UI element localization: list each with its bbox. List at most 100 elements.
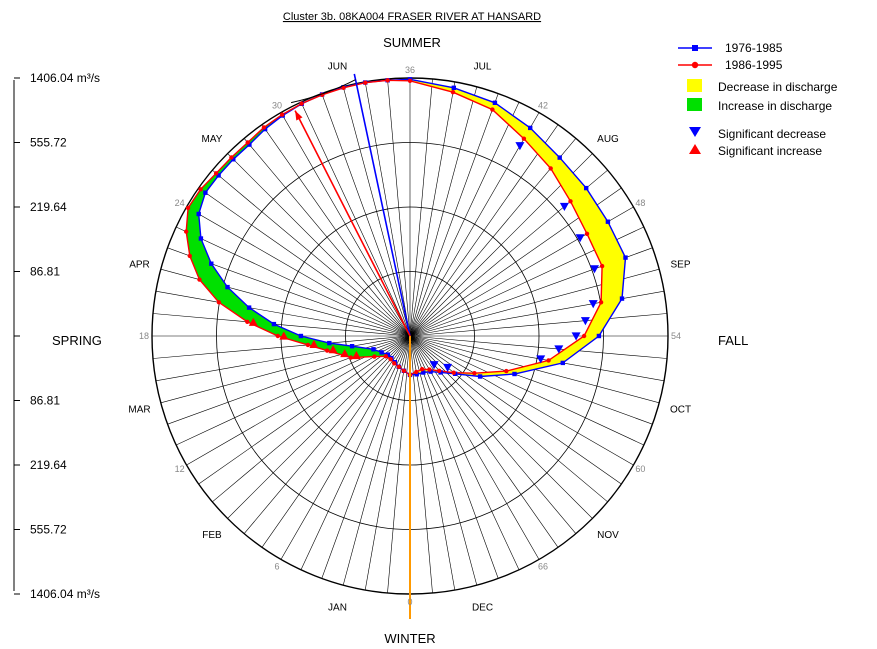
month-label: MAY bbox=[202, 134, 223, 145]
month-label: SEP bbox=[670, 260, 690, 271]
month-label: OCT bbox=[670, 405, 691, 416]
point-1986-1995 bbox=[472, 371, 477, 376]
month-label: AUG bbox=[597, 134, 619, 145]
point-1986-1995 bbox=[521, 136, 527, 141]
week-tick-label: 30 bbox=[272, 101, 282, 111]
week-tick-label: 54 bbox=[671, 331, 681, 341]
point-1986-1995 bbox=[299, 101, 304, 106]
point-1976-1985 bbox=[596, 333, 602, 339]
difference-segment bbox=[547, 335, 600, 364]
point-1976-1985 bbox=[196, 211, 201, 217]
point-1976-1985 bbox=[203, 190, 208, 195]
point-1976-1985 bbox=[379, 350, 384, 355]
point-1986-1995 bbox=[275, 333, 280, 339]
season-label-summer: SUMMER bbox=[383, 35, 441, 50]
month-label: NOV bbox=[597, 530, 619, 541]
point-1986-1995 bbox=[450, 90, 456, 95]
significant-increase-marker bbox=[328, 345, 338, 354]
legend: 1976-1985 1986-1995 Decrease in discharg… bbox=[678, 41, 838, 158]
radial-axis-unit: m³/s bbox=[73, 587, 100, 601]
point-1976-1985 bbox=[528, 125, 533, 131]
trend-line-1976-1985 bbox=[353, 73, 411, 337]
radial-axis-label: 555.72 bbox=[30, 136, 67, 150]
point-1976-1985 bbox=[271, 321, 277, 327]
point-1986-1995 bbox=[245, 140, 250, 145]
point-1986-1995 bbox=[187, 253, 192, 259]
point-1986-1995 bbox=[363, 80, 368, 85]
significant-decrease-marker bbox=[536, 355, 546, 364]
significant-increase-marker bbox=[340, 349, 350, 358]
point-1986-1995 bbox=[341, 85, 346, 91]
significant-decrease-marker bbox=[575, 234, 585, 243]
week-tick-label: 6 bbox=[274, 561, 279, 571]
legend-marker-1976-1985 bbox=[692, 45, 698, 51]
significant-decrease-marker bbox=[554, 345, 564, 354]
week-tick-label: 0 bbox=[407, 597, 412, 607]
trend-arrowhead bbox=[295, 110, 303, 121]
point-1976-1985 bbox=[349, 344, 355, 349]
point-1976-1985 bbox=[492, 100, 498, 105]
point-1976-1985 bbox=[428, 369, 433, 374]
point-1976-1985 bbox=[216, 173, 221, 178]
point-1976-1985 bbox=[560, 360, 565, 366]
chart-title: Cluster 3b. 08KA004 FRASER RIVER AT HANS… bbox=[283, 11, 541, 23]
point-1986-1995 bbox=[396, 364, 401, 369]
point-1986-1995 bbox=[581, 333, 587, 339]
month-labels: JUN JUL AUG SEP OCT NOV DEC JAN FEB MAR APR MAY bbox=[128, 62, 691, 614]
significant-decrease-marker bbox=[429, 361, 439, 370]
point-1976-1985 bbox=[247, 142, 252, 147]
point-1986-1995 bbox=[325, 348, 330, 353]
point-1976-1985 bbox=[451, 85, 456, 90]
month-label: JAN bbox=[328, 603, 347, 614]
week-tick-label: 42 bbox=[538, 101, 548, 111]
month-label: JUN bbox=[328, 62, 347, 73]
significant-decrease-marker bbox=[515, 142, 525, 151]
point-1986-1995 bbox=[548, 166, 553, 171]
significant-decrease-marker bbox=[571, 332, 581, 341]
point-1986-1995 bbox=[280, 112, 285, 117]
month-label: JUL bbox=[474, 62, 492, 73]
point-1986-1995 bbox=[568, 199, 573, 204]
point-1986-1995 bbox=[348, 355, 353, 360]
point-1986-1995 bbox=[261, 125, 267, 130]
difference-segment bbox=[523, 127, 561, 169]
point-1986-1995 bbox=[598, 300, 604, 305]
series-line-1986-1995 bbox=[185, 79, 603, 376]
point-1986-1995 bbox=[185, 205, 191, 211]
significant-increase-marker bbox=[248, 317, 258, 326]
week-tick-label: 48 bbox=[635, 198, 645, 208]
radial-axis-label: 1406.04 m³/s bbox=[30, 71, 100, 85]
point-1976-1985 bbox=[209, 261, 214, 266]
month-label: APR bbox=[129, 260, 150, 271]
month-label: MAR bbox=[128, 405, 150, 416]
point-1976-1985 bbox=[584, 185, 589, 191]
difference-segment bbox=[215, 156, 234, 176]
point-1976-1985 bbox=[371, 347, 376, 352]
legend-marker-sig-decrease bbox=[689, 127, 701, 137]
legend-label-sig-decrease: Significant decrease bbox=[718, 127, 826, 141]
point-1986-1995 bbox=[392, 361, 397, 366]
point-1986-1995 bbox=[419, 367, 425, 372]
significance-markers bbox=[248, 142, 599, 372]
legend-swatch-decrease bbox=[687, 79, 702, 92]
point-1986-1995 bbox=[546, 358, 551, 363]
legend-label-1976-1985: 1976-1985 bbox=[725, 41, 783, 55]
point-1986-1995 bbox=[490, 107, 495, 112]
point-1986-1995 bbox=[184, 229, 189, 234]
point-1986-1995 bbox=[427, 367, 432, 372]
week-tick-label: 24 bbox=[175, 198, 185, 208]
point-1976-1985 bbox=[605, 219, 611, 224]
difference-segment bbox=[452, 87, 496, 111]
month-label: FEB bbox=[202, 530, 222, 541]
point-1986-1995 bbox=[197, 277, 202, 282]
radial-axis-label: 86.81 bbox=[30, 265, 60, 279]
significant-decrease-marker bbox=[588, 300, 598, 309]
significant-decrease-marker bbox=[443, 363, 453, 372]
significant-decrease-marker bbox=[580, 317, 590, 326]
point-1976-1985 bbox=[225, 284, 230, 290]
week-tick-label: 60 bbox=[635, 464, 645, 474]
significant-increase-marker bbox=[351, 351, 361, 360]
legend-swatch-increase bbox=[687, 98, 702, 111]
legend-label-1986-1995: 1986-1995 bbox=[725, 58, 783, 72]
week-tick-label: 66 bbox=[538, 561, 548, 571]
